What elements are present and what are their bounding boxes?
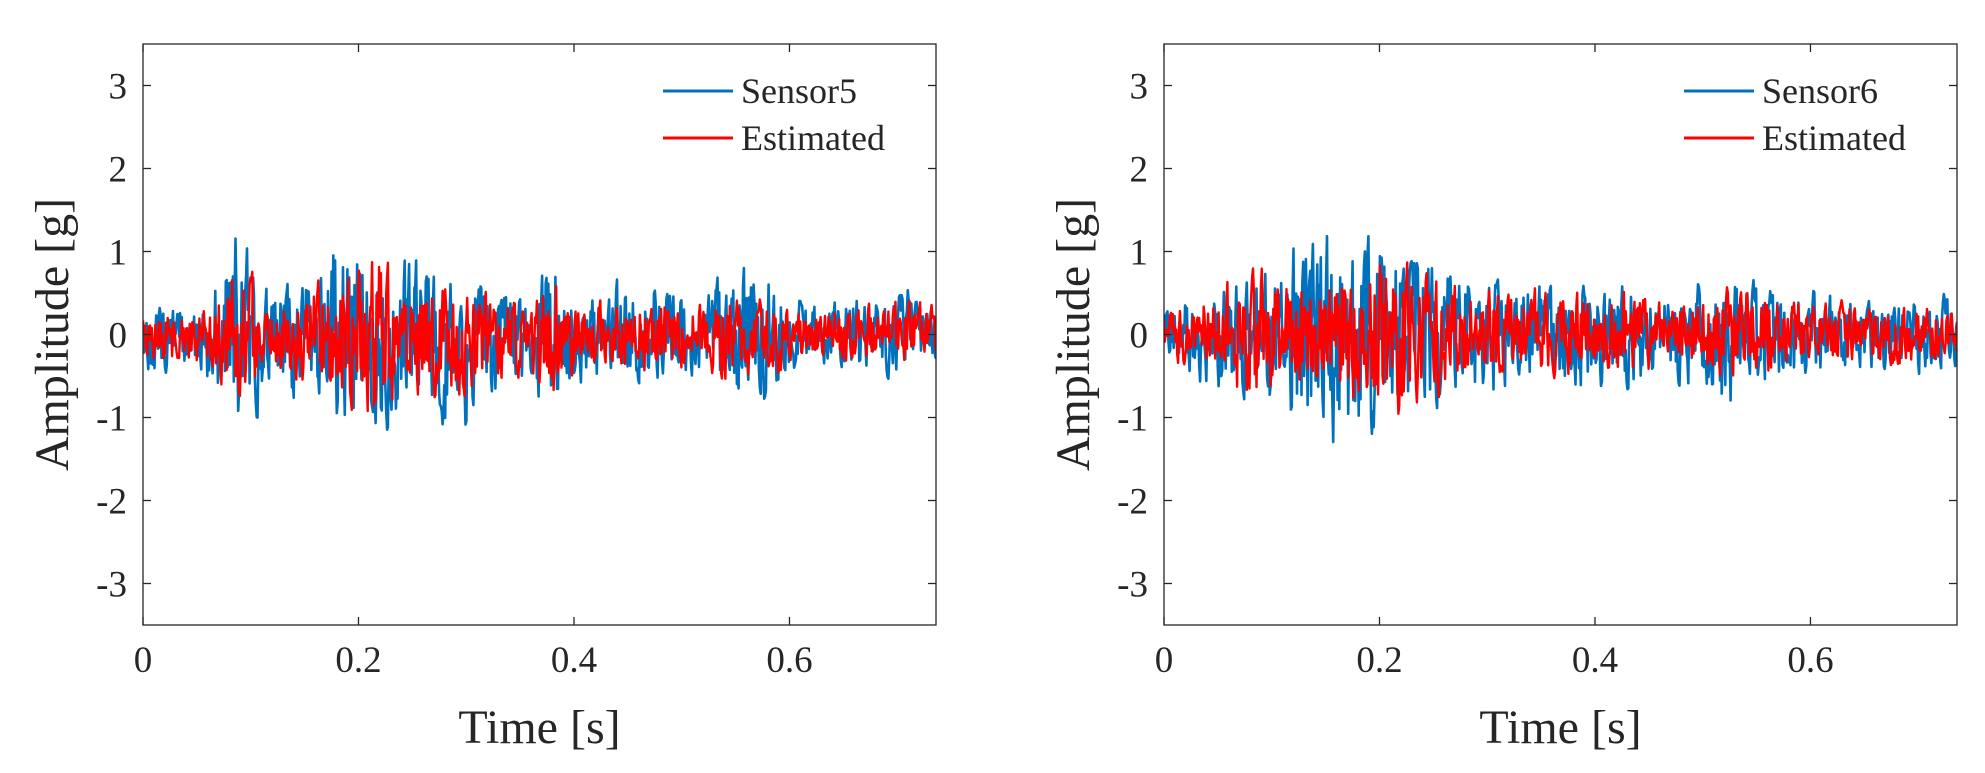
x-axis-label: Time [s] xyxy=(458,701,620,754)
chart-panel-2: 0 0.2 0.4 0.6 3 2 1 0 -1 -2 -3 Time [s] Amplitude [g… xyxy=(1047,43,1958,754)
x-axis-label: Time [s] xyxy=(1479,701,1641,754)
legend-label-estimated: Estimated xyxy=(1762,118,1906,158)
series-line-estimated xyxy=(1164,261,1957,415)
y-tick-label: 2 xyxy=(109,150,128,191)
x-tick-label: 0.6 xyxy=(766,640,812,681)
x-tick-label: 0 xyxy=(1155,640,1174,681)
y-axis-label: Amplitude [g] xyxy=(26,198,79,471)
legend-label-sensor6: Sensor6 xyxy=(1762,71,1878,111)
legend-label-sensor5: Sensor5 xyxy=(741,71,857,111)
y-tick-label: 3 xyxy=(109,67,128,108)
x-tick-label: 0.2 xyxy=(335,640,381,681)
signal-traces xyxy=(1164,234,1957,444)
y-tick-label: -1 xyxy=(1117,399,1148,440)
legend-label-estimated: Estimated xyxy=(741,118,885,158)
y-tick-label: 0 xyxy=(109,316,128,357)
y-tick-label: -3 xyxy=(1117,565,1148,606)
y-tick-label: 3 xyxy=(1130,67,1149,108)
y-tick-label: -2 xyxy=(1117,482,1148,523)
legend: Sensor5 Estimated xyxy=(663,71,885,158)
y-tick-label: 0 xyxy=(1130,316,1149,357)
x-tick-label: 0.2 xyxy=(1356,640,1402,681)
y-tick-label: 1 xyxy=(109,233,128,274)
x-tick-label: 0.4 xyxy=(551,640,597,681)
legend: Sensor6 Estimated xyxy=(1684,71,1906,158)
y-tick-label: 1 xyxy=(1130,233,1149,274)
y-tick-label: -1 xyxy=(96,399,127,440)
y-tick-label: -3 xyxy=(96,565,127,606)
x-tick-label: 0 xyxy=(134,640,153,681)
x-tick-label: 0.6 xyxy=(1787,640,1833,681)
series-line-estimated xyxy=(143,261,936,413)
y-axis-label: Amplitude [g] xyxy=(1047,198,1100,471)
signal-traces xyxy=(143,237,936,432)
y-tick-label: -2 xyxy=(96,482,127,523)
x-tick-label: 0.4 xyxy=(1572,640,1618,681)
chart-panel-1: 0 0.2 0.4 0.6 3 2 1 0 -1 -2 -3 Time [s] Amplitude [g… xyxy=(26,43,937,754)
y-tick-label: 2 xyxy=(1130,150,1149,191)
